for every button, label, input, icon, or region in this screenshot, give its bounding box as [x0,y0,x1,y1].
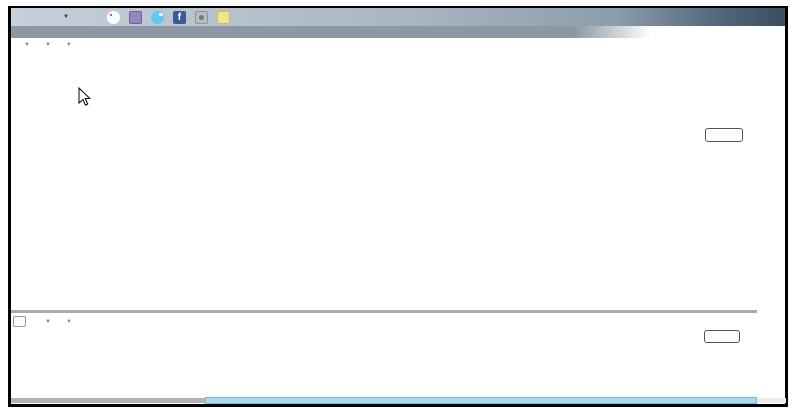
window-border-left [8,6,11,405]
chat-icon[interactable] [216,10,230,24]
facebook-icon[interactable]: f [172,10,186,24]
window-border-bottom [8,404,788,407]
price-history-dropdown-arrow-icon[interactable]: ▼ [24,42,30,48]
symbol-subheader [11,26,651,38]
time-scrollbar-thumb[interactable] [205,397,757,404]
twitter-icon[interactable] [150,10,164,24]
close-indicator-button[interactable] [13,316,26,327]
toolbar-icons: f [106,10,230,24]
stochastics-dropdown-arrow-icon[interactable]: ▼ [45,318,51,325]
current-price-badge [705,128,743,142]
blocks-icon[interactable] [128,10,142,24]
window-border-right [785,6,788,405]
alert-icon[interactable] [106,10,120,24]
window-border-top [8,6,788,8]
time-scrollbar-elapsed[interactable] [11,398,205,403]
current-stoch-badge [704,330,740,343]
main-toolbar: ▼ f [11,8,785,26]
mouse-cursor [78,87,91,106]
timeframe-dropdown-arrow-icon[interactable]: ▼ [63,14,69,20]
camera-icon[interactable] [194,10,208,24]
panel-divider[interactable] [11,310,757,313]
ma10-dropdown-arrow-icon[interactable]: ▼ [65,318,72,325]
indicator-bar: ▼ ▼ ▼ [11,38,711,52]
lower-panel-header: ▼ ▼ [11,315,82,328]
ma21-dropdown-arrow-icon[interactable]: ▼ [44,42,51,48]
ma200-dropdown-arrow-icon[interactable]: ▼ [65,42,72,48]
